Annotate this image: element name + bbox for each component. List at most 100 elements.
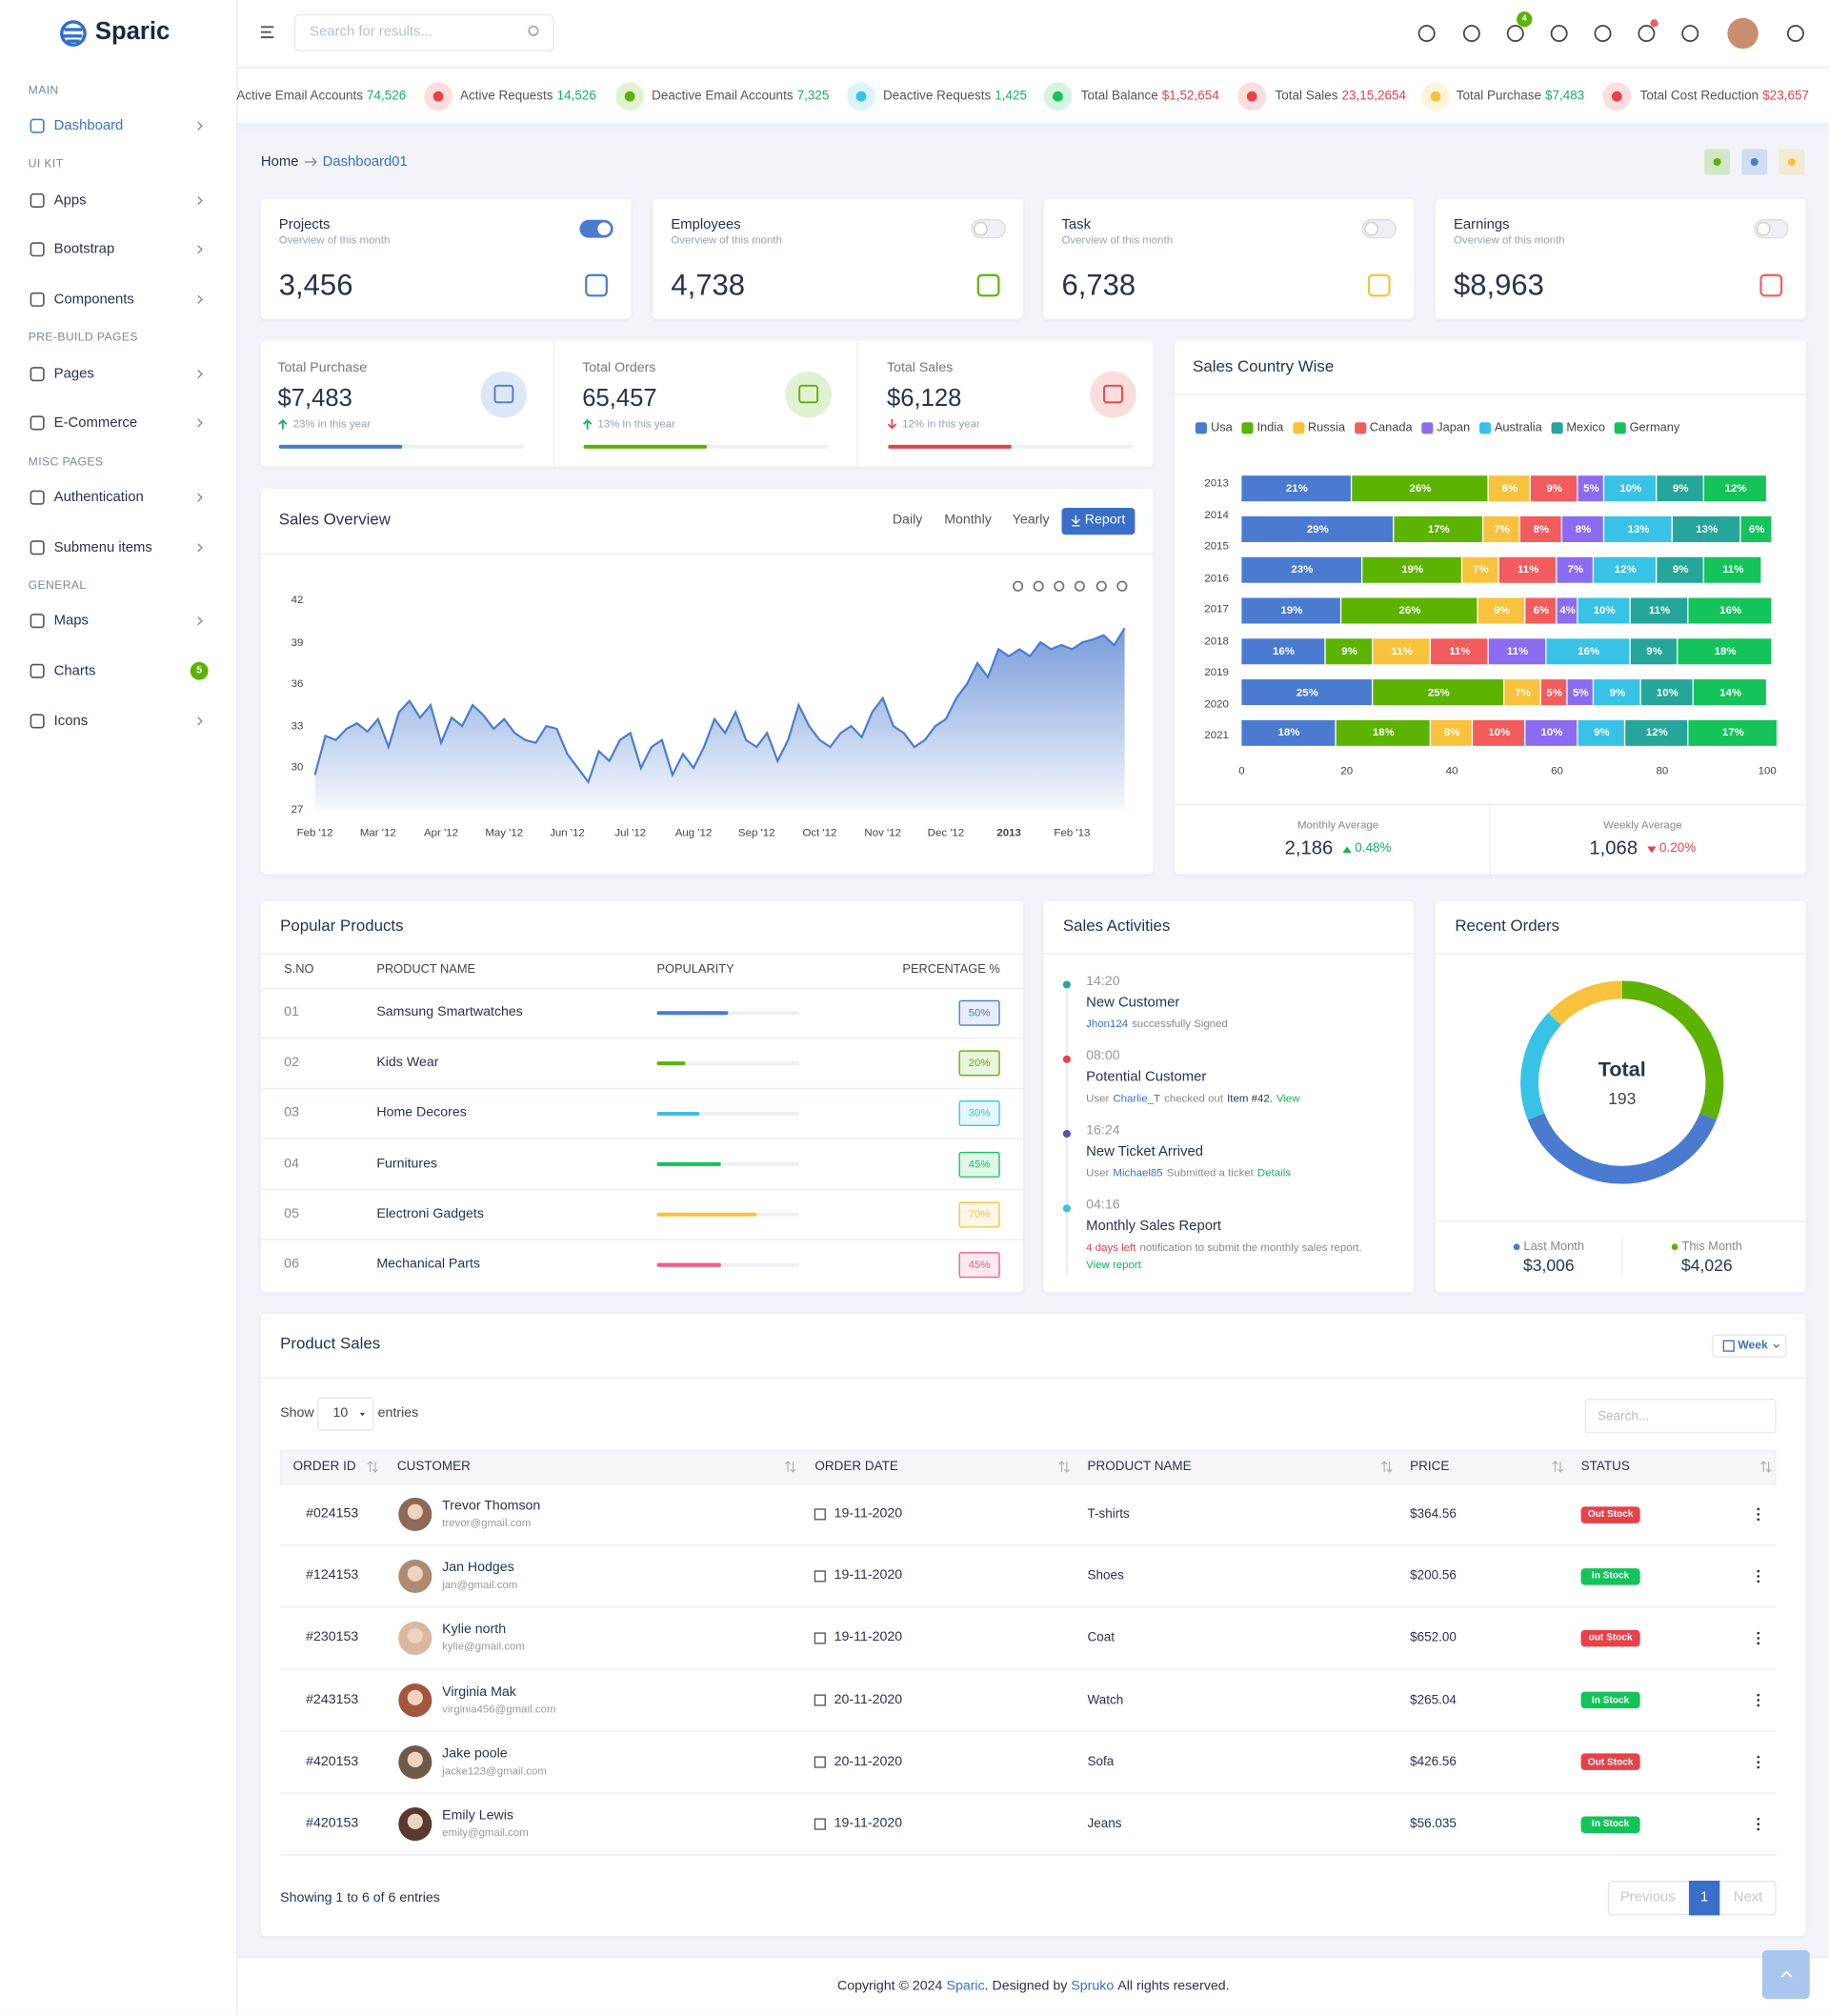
- column-header[interactable]: ORDER DATE: [814, 1460, 898, 1474]
- pagination-prev[interactable]: Previous: [1619, 1889, 1676, 1905]
- tab[interactable]: Yearly: [1012, 512, 1050, 528]
- bar-label: 14%: [1719, 684, 1742, 698]
- bar-label: 18%: [1714, 644, 1737, 657]
- stat-number: 2,186: [1284, 837, 1334, 859]
- search-placeholder[interactable]: Search for results...: [310, 24, 432, 40]
- sidebar-item[interactable]: E-Commerce: [53, 414, 138, 431]
- legend-label: Australia: [1494, 420, 1542, 435]
- price: $265.04: [1410, 1693, 1457, 1707]
- total-change: 13% in this year: [597, 416, 676, 431]
- legend-swatch: [1421, 422, 1434, 434]
- tab[interactable]: Daily: [892, 512, 923, 528]
- y-axis-label: 2019: [1204, 665, 1229, 678]
- scroll-top[interactable]: [1761, 1949, 1810, 2000]
- bar-label: 5%: [1546, 684, 1563, 698]
- desc-part: Details: [1256, 1165, 1291, 1179]
- table-header: [280, 1449, 1777, 1485]
- column-header[interactable]: PRICE: [1410, 1460, 1450, 1474]
- legend-label: Germany: [1629, 420, 1680, 435]
- bar-label: 10%: [1488, 725, 1511, 739]
- stat-subtitle: Overview of this month: [1061, 232, 1174, 247]
- price: $56.035: [1410, 1817, 1457, 1832]
- activity-title: Potential Customer: [1086, 1069, 1207, 1085]
- x-tick-label: 100: [1758, 763, 1777, 777]
- desc-part: User: [1086, 1165, 1110, 1179]
- legend-swatch: [1354, 422, 1366, 434]
- sidebar-item[interactable]: Submenu items: [53, 539, 152, 555]
- activity-title: New Customer: [1086, 995, 1180, 1011]
- activity-desc: 4 days left notification to submit the mo…: [1086, 1240, 1362, 1253]
- percent-label: 50%: [968, 1005, 991, 1019]
- stat-number: 1,068: [1589, 837, 1638, 859]
- column-header: PERCENTAGE %: [902, 962, 1000, 978]
- ticker-value: 23,15,2654: [1341, 89, 1407, 104]
- report-label[interactable]: Report: [1084, 512, 1126, 528]
- sidebar-item[interactable]: Pages: [53, 366, 94, 382]
- desc-part: Jhon124: [1086, 1017, 1129, 1030]
- ticker-label: Total Sales: [1275, 89, 1338, 104]
- customer-email: trevor@gmail.com: [442, 1516, 532, 1529]
- column-header[interactable]: STATUS: [1580, 1460, 1630, 1474]
- x-tick-label: May '12: [485, 825, 524, 839]
- x-tick-label: Mar '12: [359, 825, 396, 839]
- footer-copyright: Copyright © 2024: [836, 1978, 943, 1994]
- desc-part: Submitted a ticket: [1166, 1165, 1254, 1179]
- legend-item: Germany: [1614, 421, 1679, 435]
- activity-title: Monthly Sales Report: [1086, 1219, 1222, 1235]
- entries-select[interactable]: [317, 1397, 374, 1431]
- search-placeholder: Search...: [1598, 1409, 1650, 1424]
- trend-triangle: [1646, 845, 1656, 853]
- sidebar-item[interactable]: Icons: [53, 713, 89, 729]
- pagination-page[interactable]: 1: [1699, 1889, 1709, 1905]
- breadcrumb-current: Dashboard01: [322, 153, 408, 171]
- sidebar-item[interactable]: Charts: [53, 663, 96, 679]
- y-tick-label: 30: [291, 760, 304, 774]
- sidebar-item[interactable]: Apps: [53, 192, 87, 209]
- ticker-item: Total Cost Reduction $23,657: [1640, 90, 1809, 104]
- sidebar-item[interactable]: Dashboard: [53, 118, 124, 134]
- bar-label: 10%: [1593, 603, 1616, 616]
- period-button[interactable]: [1712, 1334, 1787, 1358]
- x-tick-label: 2013: [996, 825, 1021, 839]
- triangle: [1341, 845, 1352, 853]
- period-label[interactable]: Week: [1738, 1338, 1768, 1352]
- product-name: Shoes: [1087, 1569, 1124, 1583]
- column-header[interactable]: PRODUCT NAME: [1087, 1460, 1192, 1474]
- column-header[interactable]: ORDER ID: [292, 1460, 356, 1474]
- tab[interactable]: Monthly: [944, 512, 992, 528]
- customer-name: Virginia Mak: [442, 1683, 516, 1700]
- card: [1436, 900, 1806, 1293]
- sidebar-item[interactable]: Components: [53, 292, 134, 308]
- bar-label: 23%: [1291, 562, 1314, 576]
- total-change: 23% in this year: [292, 416, 372, 431]
- column-header[interactable]: CUSTOMER: [396, 1460, 471, 1474]
- bar-label: 11%: [1517, 562, 1539, 576]
- sidebar-item[interactable]: Maps: [53, 613, 89, 629]
- footer-designed: . Designed by: [984, 1978, 1068, 1994]
- sidebar-section-title: GENERAL: [28, 578, 87, 592]
- ticker-label: Total Purchase: [1456, 89, 1541, 104]
- stat-title: Employees: [671, 216, 741, 233]
- x-tick-label: Dec '12: [927, 825, 965, 839]
- pagination-next[interactable]: Next: [1733, 1889, 1763, 1905]
- y-tick-label: 33: [291, 718, 304, 732]
- percent-label: 20%: [968, 1056, 991, 1069]
- total-change: 12% in this year: [902, 416, 980, 431]
- percent-label: 70%: [968, 1207, 991, 1220]
- x-tick-label: 40: [1445, 763, 1458, 777]
- legend-item: India: [1241, 421, 1283, 435]
- row-number: 01: [284, 1004, 299, 1020]
- sidebar-item[interactable]: Bootstrap: [53, 241, 115, 257]
- breadcrumb-home: Home: [260, 153, 299, 171]
- table-search[interactable]: [1584, 1398, 1777, 1434]
- legend-value: $3,006: [1523, 1256, 1575, 1276]
- row-number: 06: [284, 1256, 299, 1272]
- donut-center-label: Total: [1598, 1059, 1646, 1082]
- activity-desc: Jhon124 successfully Signed: [1086, 1017, 1228, 1029]
- legend-swatch: [1195, 422, 1207, 434]
- page-active[interactable]: [1688, 1880, 1720, 1916]
- status-badge: [1580, 1505, 1640, 1523]
- sidebar-item[interactable]: Authentication: [53, 490, 144, 506]
- legend-dot: [1513, 1243, 1520, 1251]
- bar-label: 7%: [1515, 684, 1531, 698]
